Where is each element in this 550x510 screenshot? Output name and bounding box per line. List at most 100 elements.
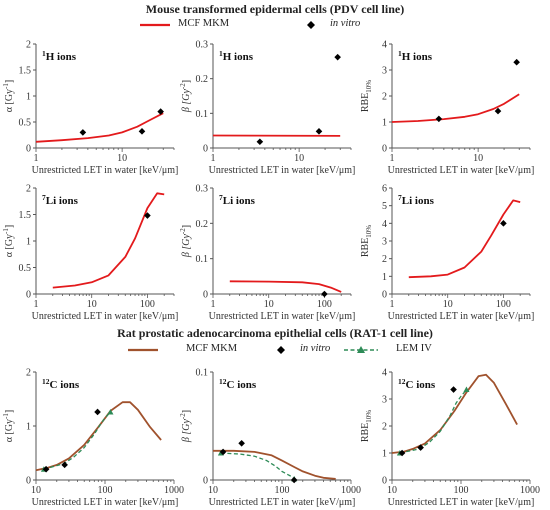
legend-label-lem: LEM IV bbox=[396, 343, 432, 354]
y-tick-label: 0.1 bbox=[196, 254, 209, 265]
legend-label-mkm: MCF MKM bbox=[178, 18, 230, 29]
x-tick-label: 10 bbox=[387, 485, 397, 496]
data-point-in-vitro bbox=[435, 115, 443, 123]
series-mcf-mkm bbox=[391, 93, 520, 123]
data-point-in-vitro bbox=[138, 128, 146, 135]
data-point-in-vitro bbox=[315, 128, 323, 135]
x-axis-label: Unrestricted LET in water [keV/μm] bbox=[32, 497, 179, 508]
y-tick-label: 1.5 bbox=[19, 66, 32, 77]
y-tick-label: 3 bbox=[382, 66, 387, 77]
y-axis-label: RBE10% bbox=[360, 80, 373, 112]
x-tick-label: 10 bbox=[294, 153, 304, 164]
legend-swatch-mkm bbox=[140, 23, 170, 27]
y-axis-label: RBE10% bbox=[360, 225, 373, 257]
data-point-in-vitro bbox=[94, 408, 101, 416]
y-tick-label: 0.3 bbox=[196, 184, 209, 195]
data-point-in-vitro bbox=[500, 220, 507, 227]
y-tick-label: 3 bbox=[382, 237, 387, 248]
data-point-in-vitro bbox=[450, 386, 457, 393]
y-axis-label: β [Gy-2] bbox=[179, 80, 192, 113]
x-axis-label: Unrestricted LET in water [keV/μm] bbox=[209, 497, 356, 508]
y-tick-label: 1 bbox=[26, 92, 31, 103]
y-tick-label: 2 bbox=[26, 40, 31, 51]
data-point-in-vitro bbox=[144, 212, 151, 219]
legend-marker-exp bbox=[307, 21, 315, 29]
x-tick-label: 1000 bbox=[520, 485, 540, 496]
x-tick-label: 10 bbox=[87, 299, 97, 310]
x-axis-label: Unrestricted LET in water [keV/μm] bbox=[32, 165, 179, 176]
y-tick-label: 2 bbox=[26, 368, 31, 379]
x-tick-label: 1000 bbox=[341, 485, 361, 496]
x-tick-label: 10 bbox=[473, 153, 483, 164]
panel-title: 7Li ions bbox=[219, 193, 256, 207]
x-tick-label: 100 bbox=[454, 485, 469, 496]
data-point-in-vitro bbox=[494, 107, 502, 115]
x-tick-label: 100 bbox=[496, 299, 511, 310]
y-tick-label: 2 bbox=[26, 184, 31, 195]
y-tick-label: 3 bbox=[382, 395, 387, 406]
x-tick-label: 100 bbox=[317, 299, 332, 310]
data-point-in-vitro bbox=[219, 448, 227, 456]
x-tick-label: 1 bbox=[211, 153, 216, 164]
y-tick-label: 1 bbox=[382, 272, 387, 283]
series-mcf-mkm bbox=[35, 112, 164, 143]
x-tick-label: 1 bbox=[390, 299, 395, 310]
y-tick-label: 0.3 bbox=[196, 40, 209, 51]
panel-title: 1H ions bbox=[42, 49, 77, 63]
y-tick-label: 1.5 bbox=[19, 210, 32, 221]
legend-rat: MCF MKM in vitro LEM IV bbox=[0, 343, 550, 357]
x-tick-label: 1 bbox=[390, 153, 395, 164]
y-tick-label: 4 bbox=[382, 40, 387, 51]
lem-iv-marker bbox=[463, 386, 470, 393]
legend-label-exp: in vitro bbox=[330, 18, 361, 29]
panel-title: 1H ions bbox=[219, 49, 254, 63]
legend-label-mkm2: MCF MKM bbox=[186, 343, 238, 354]
legend-marker-exp2 bbox=[277, 346, 285, 354]
data-point-in-vitro bbox=[334, 53, 341, 61]
series-mcf-mkm bbox=[391, 373, 518, 454]
y-axis-label: RBE10% bbox=[360, 410, 373, 442]
x-tick-label: 10 bbox=[443, 299, 453, 310]
section-title-pdv: Mouse transformed epidermal cells (PDV c… bbox=[145, 2, 405, 16]
legend-pdv: MCF MKM in vitro bbox=[0, 18, 550, 32]
data-point-in-vitro bbox=[42, 465, 50, 473]
y-tick-label: 0.1 bbox=[196, 368, 209, 379]
x-tick-label: 1000 bbox=[164, 485, 184, 496]
y-tick-label: 0 bbox=[203, 476, 208, 487]
x-tick-label: 1 bbox=[211, 299, 216, 310]
y-axis-label: α [Gy-1] bbox=[2, 80, 15, 112]
x-axis-label: Unrestricted LET in water [keV/μm] bbox=[388, 497, 535, 508]
x-axis-label: Unrestricted LET in water [keV/μm] bbox=[209, 165, 356, 176]
y-tick-label: 4 bbox=[382, 219, 387, 230]
x-axis-label: Unrestricted LET in water [keV/μm] bbox=[209, 311, 356, 322]
y-tick-label: 1 bbox=[382, 118, 387, 129]
y-tick-label: 0.2 bbox=[196, 219, 209, 230]
y-axis-label: α [Gy-1] bbox=[2, 225, 15, 257]
y-tick-label: 0 bbox=[382, 290, 387, 301]
data-point-in-vitro bbox=[321, 290, 328, 298]
y-tick-label: 1 bbox=[26, 422, 31, 433]
x-axis-label: Unrestricted LET in water [keV/μm] bbox=[32, 311, 179, 322]
y-tick-label: 0 bbox=[382, 144, 387, 155]
y-tick-label: 0.1 bbox=[196, 109, 209, 120]
y-tick-label: 0 bbox=[26, 144, 31, 155]
legend-swatch-mkm2 bbox=[128, 348, 158, 352]
series-lem-iv bbox=[220, 452, 295, 480]
series-lem-iv bbox=[399, 389, 468, 454]
y-tick-label: 2 bbox=[382, 254, 387, 265]
panel-title: 1H ions bbox=[398, 49, 433, 63]
x-tick-label: 1 bbox=[34, 299, 39, 310]
data-point-in-vitro bbox=[513, 58, 520, 66]
panel-title: 12C ions bbox=[219, 377, 257, 391]
data-point-in-vitro bbox=[238, 439, 245, 447]
data-point-in-vitro bbox=[398, 449, 406, 457]
legend-label-exp2: in vitro bbox=[300, 343, 331, 354]
